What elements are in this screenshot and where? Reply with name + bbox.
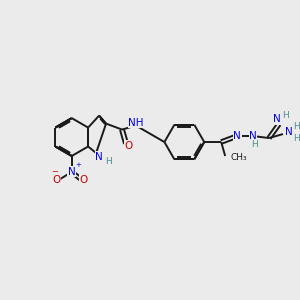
Text: N: N	[68, 167, 76, 177]
Text: H: H	[105, 158, 111, 166]
Text: NH: NH	[128, 118, 144, 128]
Text: H: H	[293, 134, 300, 142]
Text: CH₃: CH₃	[230, 154, 247, 163]
Text: N: N	[249, 131, 257, 141]
Text: H: H	[293, 122, 300, 130]
Text: N: N	[273, 114, 281, 124]
Text: O: O	[80, 175, 88, 185]
Text: H: H	[251, 140, 257, 148]
Text: +: +	[76, 162, 82, 168]
Text: N: N	[233, 131, 241, 141]
Text: H: H	[283, 111, 289, 120]
Text: O: O	[53, 175, 61, 185]
Text: N: N	[95, 152, 103, 162]
Text: O: O	[125, 140, 133, 151]
Text: N: N	[285, 127, 293, 137]
Text: −: −	[51, 167, 58, 176]
